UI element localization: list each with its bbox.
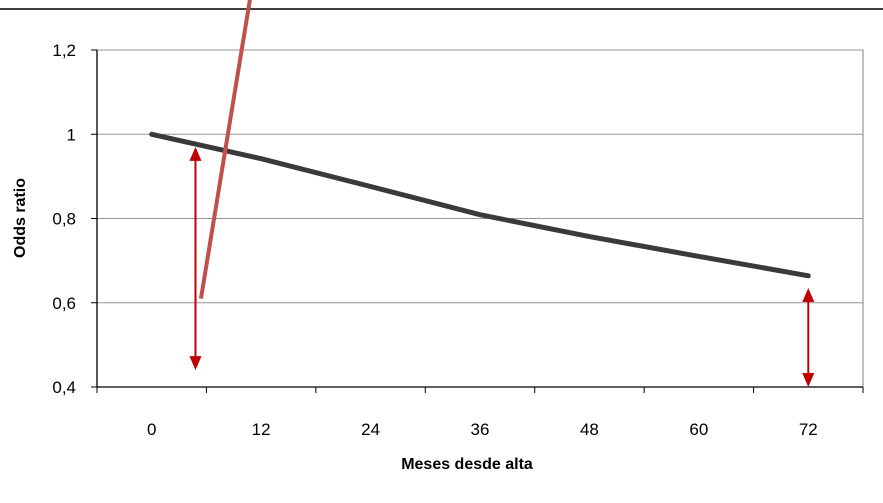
data-point [150, 132, 154, 136]
y-tick-label: 1 [67, 125, 76, 144]
data-point [587, 235, 591, 239]
series-layer [149, 131, 811, 279]
x-tick-label: 48 [580, 420, 599, 439]
double-arrow [802, 288, 815, 387]
arrow-head-top [802, 288, 815, 303]
y-tick-label: 0,6 [52, 294, 76, 313]
x-tick-label: 60 [689, 420, 708, 439]
gridlines [97, 49, 863, 304]
arrow-head-top [189, 146, 202, 161]
red-trend-line [198, 0, 252, 299]
x-axis-ticks: 0 12 24 36 48 60 72 [96, 387, 864, 439]
x-axis-title: Meses desde alta [401, 456, 533, 473]
arrow-head-bottom [802, 373, 815, 387]
x-tick-label: 12 [252, 420, 271, 439]
data-point [369, 184, 373, 188]
y-axis-ticks: 0,4 0,6 0,8 1 1,2 [52, 41, 97, 397]
x-tick-label: 0 [147, 420, 156, 439]
arrow-head-bottom [189, 356, 202, 371]
double-arrow [189, 146, 202, 371]
y-tick-label: 1,2 [52, 41, 76, 60]
annotations-layer [189, 0, 815, 387]
y-tick-label: 0,4 [52, 378, 76, 397]
x-tick-label: 36 [471, 420, 490, 439]
x-tick-label: 72 [799, 420, 818, 439]
y-tick-label: 0,8 [52, 210, 76, 229]
data-point [697, 254, 701, 258]
y-axis-title: Odds ratio [12, 178, 29, 258]
data-point [806, 274, 810, 278]
data-point [259, 157, 263, 161]
data-point [478, 213, 482, 217]
x-tick-label: 24 [361, 420, 380, 439]
